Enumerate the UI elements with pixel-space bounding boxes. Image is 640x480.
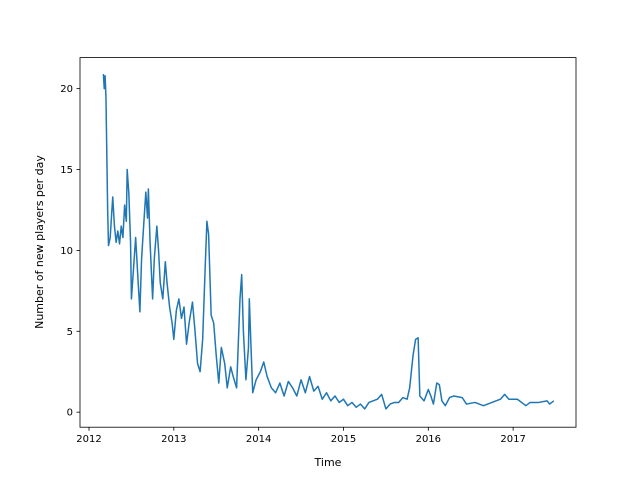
y-axis-label: Number of new players per day xyxy=(33,155,46,329)
y-tick-label: 20 xyxy=(60,84,73,95)
x-tick-label: 2013 xyxy=(161,434,186,445)
data-line xyxy=(102,74,555,410)
x-tick-label: 2014 xyxy=(246,434,271,445)
plot-frame xyxy=(79,57,577,428)
x-tick-label: 2012 xyxy=(76,434,101,445)
x-tick-label: 2015 xyxy=(331,434,356,445)
y-tick-label: 0 xyxy=(67,408,73,419)
x-tick-label: 2016 xyxy=(416,434,441,445)
y-tick-label: 5 xyxy=(67,327,73,338)
y-tick-label: 15 xyxy=(60,165,73,176)
y-tick-label: 10 xyxy=(60,246,73,257)
x-tick-label: 2017 xyxy=(500,434,525,445)
x-axis-label: Time xyxy=(314,456,342,469)
